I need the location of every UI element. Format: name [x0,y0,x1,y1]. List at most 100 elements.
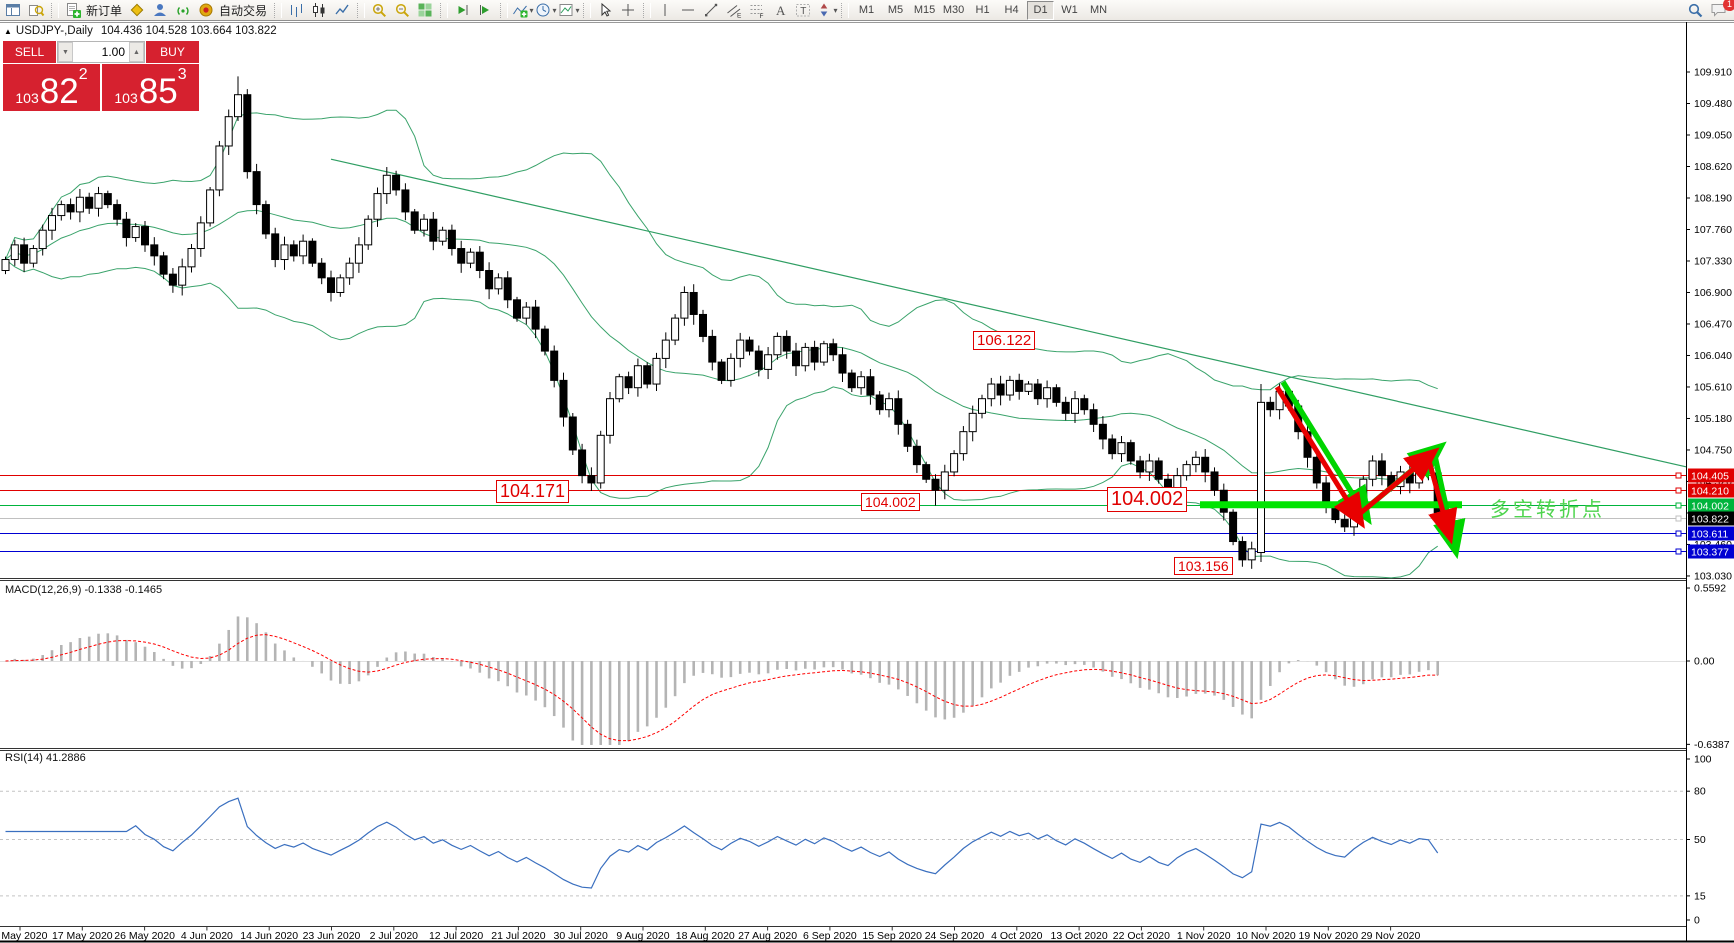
toolbar-separator [274,2,283,18]
timeframe-M15-button[interactable]: M15 [913,4,936,16]
svg-text:7 May 2020: 7 May 2020 [0,930,48,942]
bar-chart-icon[interactable] [285,1,308,20]
annotation-price-box[interactable]: 104.002 [1107,487,1188,512]
svg-text:0: 0 [1694,915,1700,927]
timeframe-W1-button[interactable]: W1 [1061,4,1078,16]
annotation-price-box[interactable]: 106.122 [973,331,1036,351]
svg-text:0.5592: 0.5592 [1694,583,1726,595]
timeframe-M5-button[interactable]: M5 [887,4,904,16]
zoom-out-icon[interactable] [391,1,414,20]
autotrading-button-label[interactable]: 自动交易 [219,3,268,18]
chart-annotations [1200,380,1466,560]
vertical-line-icon[interactable] [654,1,677,20]
sell-button[interactable]: SELL [3,41,56,63]
chart-ohlc-values: 104.436 104.528 103.664 103.822 [100,25,277,37]
autotrading-button[interactable] [195,1,218,20]
svg-text:21 Jul 2020: 21 Jul 2020 [491,930,545,942]
timeframe-MN-button[interactable]: MN [1089,4,1108,16]
new-order-button[interactable] [62,1,85,20]
price-chart-canvas[interactable]: 109.910 109.480 109.050 108.620 108.190 107.7… [0,22,1734,943]
annotation-note-text[interactable]: 多空转折点 [1490,499,1605,521]
horizontal-price-lines: 104.405104.210104.002103.822103.611103.3… [0,468,1734,559]
red-zigzag-arrow [1274,385,1365,529]
rsi-label: RSI(14) 41.2886 [5,752,86,764]
svg-text:-0.6387: -0.6387 [1694,739,1730,751]
community-icon[interactable] [149,1,172,20]
label-icon[interactable]: T [792,1,815,20]
trendline-icon[interactable] [700,1,723,20]
svg-text:T: T [800,6,806,17]
equidistant-channel-icon[interactable]: E [723,1,746,20]
volume-input[interactable] [73,42,129,62]
timeframe-H4-button[interactable]: H4 [1004,4,1019,16]
arrows-icon[interactable]: ▾ [815,1,838,20]
svg-text:23 Jun 2020: 23 Jun 2020 [303,930,361,942]
indicators-icon[interactable]: ▾ [511,1,534,20]
data-window-icon[interactable] [25,1,48,20]
svg-text:1 Nov 2020: 1 Nov 2020 [1177,930,1231,942]
timeframe-D1-button[interactable]: D1 [1027,0,1055,20]
cursor-icon[interactable] [594,1,617,20]
sell-price[interactable]: 103 82 2 [3,64,100,111]
svg-text:12 Jul 2020: 12 Jul 2020 [429,930,483,942]
svg-text:24 Sep 2020: 24 Sep 2020 [925,930,985,942]
chevron-down-icon[interactable]: ▾ [552,5,557,15]
chart-marker-icon: ▲ [4,27,12,36]
green-zigzag-arrow [1280,380,1372,526]
new-order-button-label[interactable]: 新订单 [86,3,123,18]
svg-text:107.330: 107.330 [1694,255,1732,267]
annotation-price-box[interactable]: 104.002 [861,493,920,512]
svg-text:106.470: 106.470 [1694,318,1732,330]
svg-text:15 Sep 2020: 15 Sep 2020 [862,930,922,942]
notifications-icon[interactable]: 1 [1707,0,1734,20]
annotation-price-box[interactable]: 104.171 [496,480,570,503]
toolbar-separator [841,2,850,18]
signals-icon[interactable] [172,1,195,20]
toolbar: 新订单 自动交易 ▾ ▾ ▾ E F A T ▾ M1 M5 M15 M30 H1 H4 D1 W1 MN 1 [0,0,1734,21]
chart-shift-icon[interactable] [474,1,497,20]
annotation-price-box[interactable]: 103.156 [1174,557,1233,576]
auto-scroll-icon[interactable] [451,1,474,20]
svg-text:0.00: 0.00 [1694,656,1715,668]
buy-button[interactable]: BUY [146,41,199,63]
svg-text:107.760: 107.760 [1694,224,1732,236]
tile-windows-icon[interactable] [414,1,437,20]
svg-text:26 May 2020: 26 May 2020 [114,930,175,942]
line-chart-icon[interactable] [331,1,354,20]
svg-text:103.030: 103.030 [1694,570,1732,582]
red-zigzag-arrow [1425,456,1458,545]
timeframe-H1-button[interactable]: H1 [975,4,990,16]
chart-symbol-period: USDJPY-,Daily [15,25,93,37]
search-icon[interactable] [1684,1,1707,20]
volume-down-button[interactable]: ▼ [58,42,73,62]
fibonacci-icon[interactable]: F [746,1,769,20]
chevron-down-icon[interactable]: ▾ [575,5,580,15]
timeframe-M30-button[interactable]: M30 [942,4,965,16]
svg-text:29 Nov 2020: 29 Nov 2020 [1361,930,1421,942]
svg-text:E: E [737,12,742,19]
sell-price-big: 82 [39,72,79,111]
candlestick-chart-icon[interactable] [308,1,331,20]
templates-icon[interactable]: ▾ [557,1,580,20]
chevron-down-icon[interactable]: ▾ [833,5,838,15]
metaeditor-icon[interactable] [126,1,149,20]
timeframe-M1-button[interactable]: M1 [858,4,875,16]
text-icon[interactable]: A [769,1,792,20]
svg-text:A: A [776,3,786,18]
svg-text:108.620: 108.620 [1694,161,1732,173]
rsi-line [5,797,1439,889]
periods-icon[interactable]: ▾ [534,1,557,20]
svg-text:106.040: 106.040 [1694,350,1732,362]
chevron-down-icon[interactable]: ▾ [529,5,534,15]
svg-text:104.750: 104.750 [1694,444,1732,456]
crosshair-icon[interactable] [617,1,640,20]
volume-up-button[interactable]: ▲ [129,42,144,62]
svg-text:19 Nov 2020: 19 Nov 2020 [1299,930,1359,942]
horizontal-line-icon[interactable] [677,1,700,20]
buy-price[interactable]: 103 85 3 [102,64,199,111]
terminal-window-icon[interactable] [2,1,25,20]
zoom-in-icon[interactable] [368,1,391,20]
